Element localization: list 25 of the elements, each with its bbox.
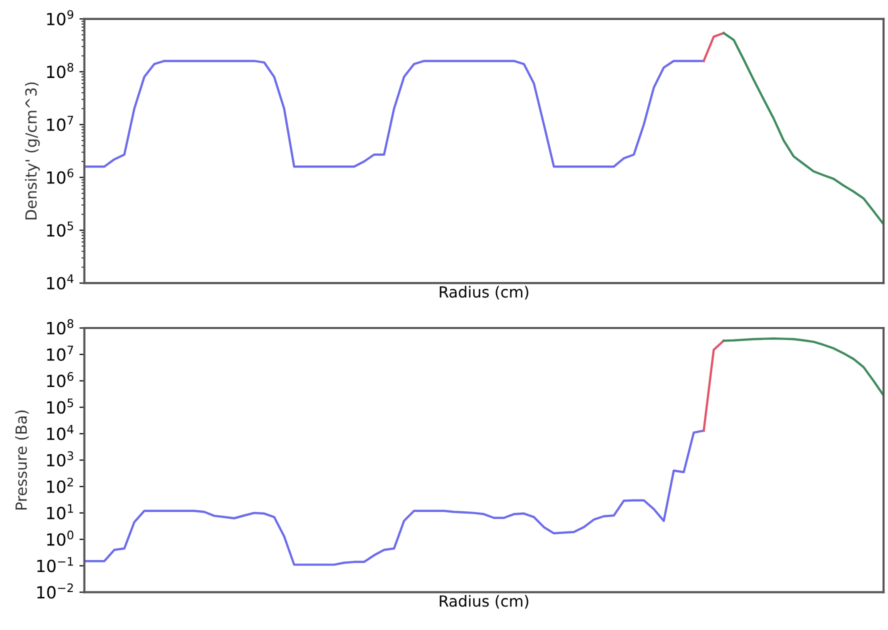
x-axis-title: Radius (cm) [440, 594, 528, 609]
line-series [722, 32, 884, 226]
y-tick-label: 10$^{1}$ [47, 504, 74, 520]
line-series [722, 337, 884, 397]
y-tick-label: 10$^{6}$ [47, 372, 74, 388]
y-tick-label: 10$^{5}$ [47, 222, 74, 237]
x-axis-title: Radius (cm) [440, 286, 528, 300]
line-series [84, 60, 705, 168]
y-axis-title: Density' (g/cm^3) [24, 82, 40, 220]
y-tick-label: 10$^{4}$ [47, 425, 74, 440]
y-tick-label: 10$^{7}$ [47, 346, 74, 361]
y-tick-label: 10$^{3}$ [47, 451, 74, 467]
y-tick-label: 10$^{0}$ [47, 530, 74, 546]
y-tick-label: 10$^{8}$ [47, 62, 74, 78]
y-tick-label: 10$^{2}$ [47, 478, 73, 493]
y-tick-label: 10$^{8}$ [47, 319, 74, 334]
line-series [84, 430, 705, 566]
y-tick-label: 10$^{9}$ [47, 10, 74, 26]
y-tick-label: 10$^{7}$ [47, 116, 74, 132]
y-tick-label: 10$^{5}$ [47, 398, 74, 414]
y-tick-label: 10$^{6}$ [47, 168, 74, 184]
y-axis-title: Pressure (Ba) [15, 410, 29, 510]
y-tick-label: 10$^{4}$ [47, 274, 74, 290]
y-tick-label: 10$^{−1}$ [37, 557, 73, 572]
y-tick-label: 10$^{−2}$ [37, 583, 73, 599]
